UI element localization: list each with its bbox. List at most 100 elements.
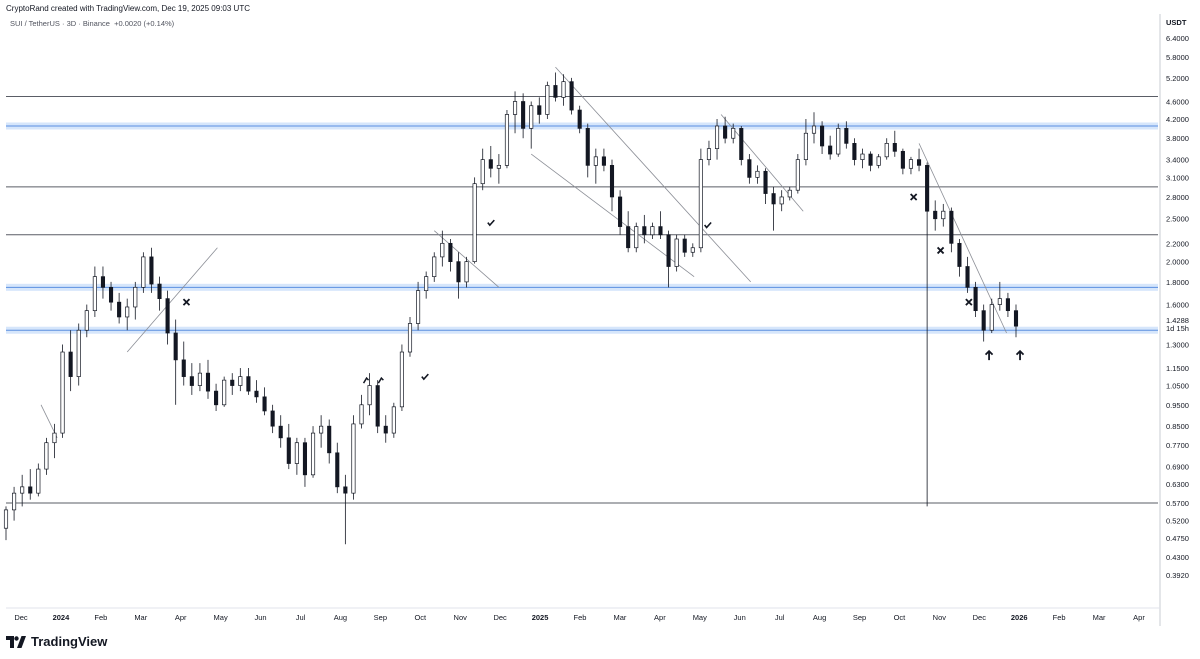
candle-body xyxy=(262,396,267,412)
time-tick-label: Feb xyxy=(1053,613,1066,622)
price-tick-label: 0.6300 xyxy=(1166,480,1189,489)
candle-body xyxy=(698,159,703,249)
candle-body xyxy=(92,276,97,312)
candle xyxy=(658,211,663,240)
candle-body xyxy=(811,125,817,134)
candle-body xyxy=(836,128,841,155)
price-tick-label: 1.0500 xyxy=(1166,382,1189,391)
candle-body xyxy=(310,432,316,476)
price-tick-label: 0.7700 xyxy=(1166,441,1189,450)
candle-body xyxy=(36,468,41,494)
price-axis[interactable]: 6.4000 5.8000 5.2000 4.6000 4.2000 3.8000 3.40… xyxy=(1166,34,1189,580)
candle-body xyxy=(820,125,825,147)
candle-body xyxy=(521,101,526,129)
candle-body xyxy=(302,442,308,476)
candle-body xyxy=(844,128,849,144)
candle xyxy=(836,123,841,157)
candle xyxy=(957,239,962,277)
time-tick-label: Jun xyxy=(734,613,746,622)
price-tick-label: 6.4000 xyxy=(1166,34,1189,43)
zones-layer xyxy=(6,122,1158,334)
candle-body xyxy=(706,148,712,160)
candle xyxy=(545,81,550,119)
price-tick-label: 2.0000 xyxy=(1166,258,1189,267)
candle-body xyxy=(359,404,364,425)
time-tick-label: Feb xyxy=(94,613,107,622)
tradingview-logo: TradingView xyxy=(6,634,107,649)
candle xyxy=(189,363,194,395)
candle xyxy=(981,304,986,342)
candle-body xyxy=(755,170,760,178)
candle xyxy=(642,214,647,244)
candle xyxy=(262,387,267,416)
price-tick-label: 1.8000 xyxy=(1166,278,1189,287)
time-tick-label: 2024 xyxy=(53,613,71,622)
time-tick-label: Nov xyxy=(933,613,947,622)
candle-body xyxy=(771,193,776,205)
candle xyxy=(860,148,865,169)
time-axis[interactable]: Dec 2024 Feb Mar Apr May Jun Jul Aug Sep Oct Nov Dec… xyxy=(14,613,1145,622)
candle-body xyxy=(666,234,671,267)
candle-body xyxy=(286,437,291,464)
candle-body xyxy=(335,452,340,488)
time-tick-label: Oct xyxy=(894,613,907,622)
candle xyxy=(60,344,65,438)
candle-body xyxy=(141,256,146,288)
candle xyxy=(828,135,833,160)
candle-body xyxy=(900,150,905,169)
candle-body xyxy=(149,256,154,285)
candle xyxy=(844,121,849,149)
candle xyxy=(1013,304,1019,338)
time-tick-label: 2026 xyxy=(1011,613,1028,622)
time-tick-label: Jul xyxy=(296,613,306,622)
candle-body xyxy=(941,210,946,220)
candle xyxy=(44,437,49,475)
candle xyxy=(601,148,606,172)
candle-body xyxy=(100,276,106,288)
candle-body xyxy=(480,159,485,185)
time-tick-label: Feb xyxy=(574,613,587,622)
candle xyxy=(674,234,679,272)
candle-body xyxy=(254,390,259,398)
candle-body xyxy=(609,165,615,198)
candle-body xyxy=(561,81,566,98)
price-tick-label: 2.8000 xyxy=(1166,193,1189,202)
arrow-up-marker xyxy=(984,349,994,361)
candle-body xyxy=(133,286,138,308)
price-tick-label: 0.5700 xyxy=(1166,499,1189,508)
candle-body xyxy=(270,410,275,427)
candle xyxy=(335,442,340,494)
candle xyxy=(76,323,81,386)
tradingview-logo-text: TradingView xyxy=(31,634,108,649)
candle-body xyxy=(989,304,994,331)
candle xyxy=(286,423,291,470)
candle xyxy=(634,222,639,253)
time-tick-label: Nov xyxy=(454,613,468,622)
price-tick-label: 3.8000 xyxy=(1166,134,1189,143)
candle-body xyxy=(529,105,534,129)
candle-body xyxy=(601,156,606,166)
candle-body xyxy=(779,196,784,205)
candle xyxy=(351,415,356,500)
candle-body xyxy=(496,165,501,169)
candle xyxy=(367,373,372,416)
candle-body xyxy=(44,442,49,470)
candle xyxy=(488,145,493,178)
x-marker xyxy=(182,298,191,306)
candle-body xyxy=(343,486,348,494)
candle xyxy=(609,159,615,212)
candle-body xyxy=(537,105,542,115)
price-tick-label: 0.6900 xyxy=(1166,462,1189,471)
candle-body xyxy=(488,159,493,169)
candle xyxy=(521,93,526,139)
time-tick-label: 2025 xyxy=(532,613,549,622)
arrow-marker xyxy=(362,376,370,384)
x-marker xyxy=(910,193,918,201)
candle-body xyxy=(319,425,324,434)
time-tick-label: Dec xyxy=(14,613,28,622)
candle xyxy=(593,148,598,184)
candle-body xyxy=(367,385,372,406)
candle xyxy=(747,154,752,184)
candle-body xyxy=(165,298,170,334)
